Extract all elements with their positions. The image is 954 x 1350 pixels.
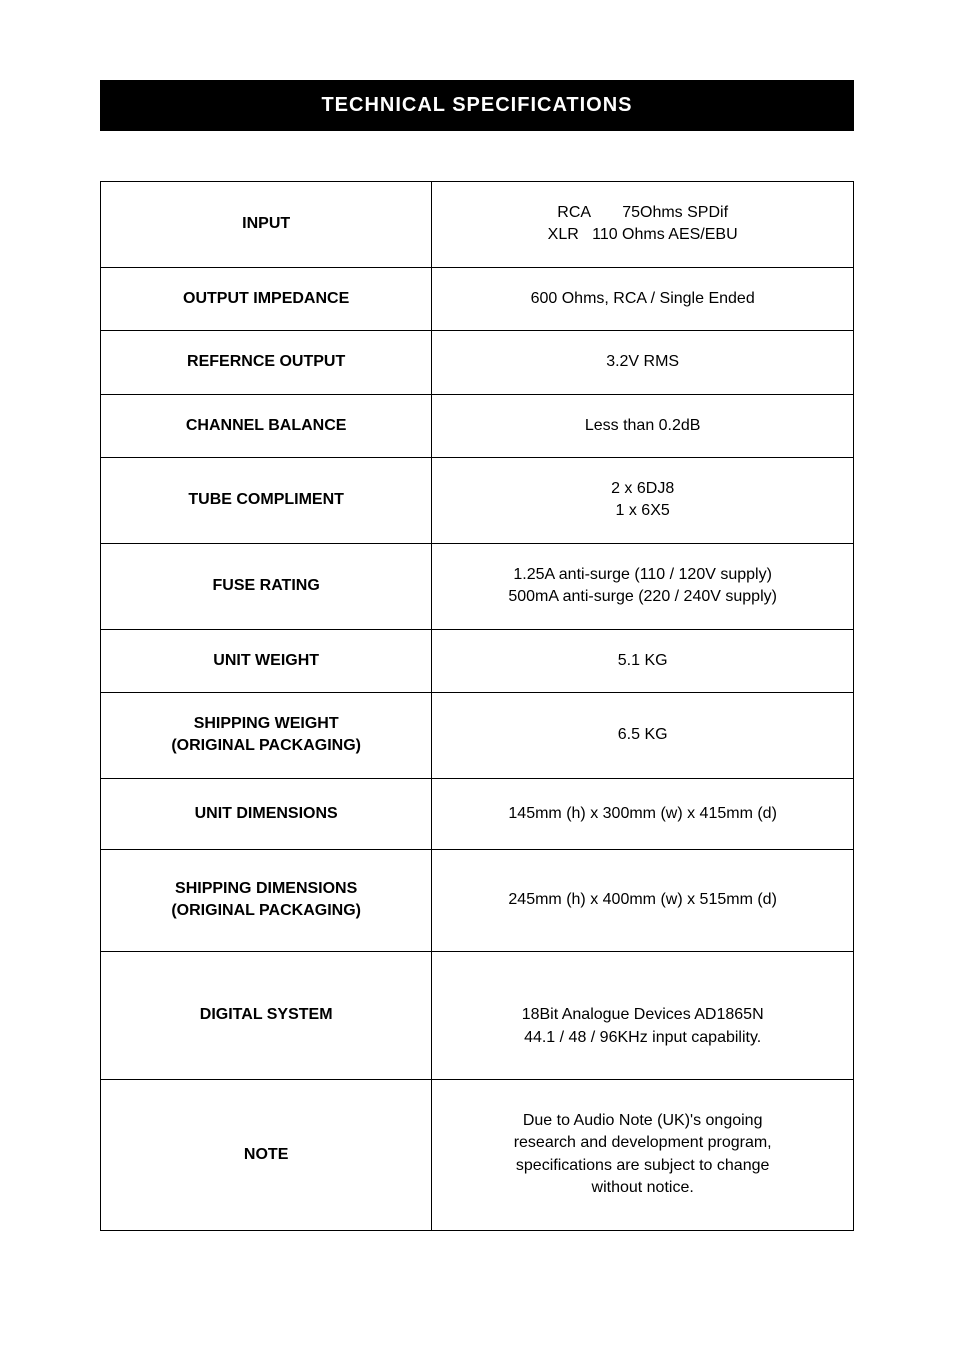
spec-label: INPUT: [101, 182, 432, 268]
table-row: NOTE Due to Audio Note (UK)'s ongoingres…: [101, 1080, 854, 1231]
table-row: INPUT RCA 75Ohms SPDifXLR 110 Ohms AES/E…: [101, 182, 854, 268]
table-row: REFERNCE OUTPUT 3.2V RMS: [101, 331, 854, 394]
spec-label: TUBE COMPLIMENT: [101, 457, 432, 543]
spec-label: UNIT WEIGHT: [101, 629, 432, 692]
spec-value: 600 Ohms, RCA / Single Ended: [432, 267, 854, 330]
spec-value: 6.5 KG: [432, 692, 854, 778]
table-row: TUBE COMPLIMENT 2 x 6DJ81 x 6X5: [101, 457, 854, 543]
table-row: OUTPUT IMPEDANCE 600 Ohms, RCA / Single …: [101, 267, 854, 330]
spec-value: 2 x 6DJ81 x 6X5: [432, 457, 854, 543]
specifications-table: INPUT RCA 75Ohms SPDifXLR 110 Ohms AES/E…: [100, 181, 854, 1231]
spec-label: REFERNCE OUTPUT: [101, 331, 432, 394]
spec-label: CHANNEL BALANCE: [101, 394, 432, 457]
table-row: UNIT DIMENSIONS 145mm (h) x 300mm (w) x …: [101, 778, 854, 849]
spec-value: Less than 0.2dB: [432, 394, 854, 457]
page-header: TECHNICAL SPECIFICATIONS: [100, 80, 854, 131]
spec-label: DIGITAL SYSTEM: [101, 951, 432, 1079]
table-row: FUSE RATING 1.25A anti-surge (110 / 120V…: [101, 543, 854, 629]
spec-label: FUSE RATING: [101, 543, 432, 629]
table-row: DIGITAL SYSTEM 18Bit Analogue Devices AD…: [101, 951, 854, 1079]
spec-value: RCA 75Ohms SPDifXLR 110 Ohms AES/EBU: [432, 182, 854, 268]
spec-label: OUTPUT IMPEDANCE: [101, 267, 432, 330]
spec-label: NOTE: [101, 1080, 432, 1231]
spec-value: Due to Audio Note (UK)'s ongoingresearch…: [432, 1080, 854, 1231]
spec-label: UNIT DIMENSIONS: [101, 778, 432, 849]
spec-value: 145mm (h) x 300mm (w) x 415mm (d): [432, 778, 854, 849]
table-row: SHIPPING WEIGHT(ORIGINAL PACKAGING) 6.5 …: [101, 692, 854, 778]
spec-value: 245mm (h) x 400mm (w) x 515mm (d): [432, 850, 854, 952]
table-row: SHIPPING DIMENSIONS(ORIGINAL PACKAGING) …: [101, 850, 854, 952]
spec-value: 18Bit Analogue Devices AD1865N44.1 / 48 …: [432, 951, 854, 1079]
header-title: TECHNICAL SPECIFICATIONS: [321, 94, 632, 116]
spec-value: 3.2V RMS: [432, 331, 854, 394]
spec-value: 5.1 KG: [432, 629, 854, 692]
table-row: UNIT WEIGHT 5.1 KG: [101, 629, 854, 692]
spec-label: SHIPPING DIMENSIONS(ORIGINAL PACKAGING): [101, 850, 432, 952]
spec-value: 1.25A anti-surge (110 / 120V supply)500m…: [432, 543, 854, 629]
spec-label: SHIPPING WEIGHT(ORIGINAL PACKAGING): [101, 692, 432, 778]
table-row: CHANNEL BALANCE Less than 0.2dB: [101, 394, 854, 457]
